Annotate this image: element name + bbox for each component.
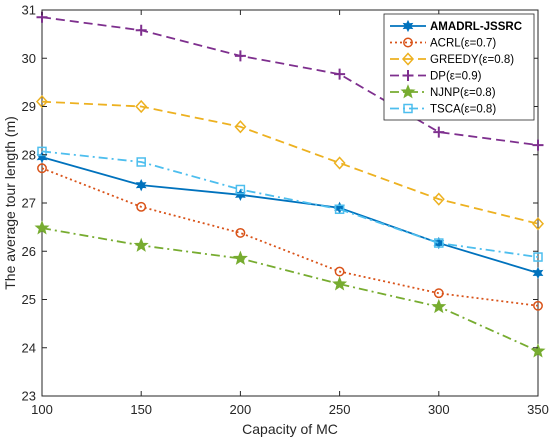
x-tick-label: 350 [527, 402, 549, 417]
x-tick-label: 100 [31, 402, 53, 417]
legend-entry: AMADRL-JSSRC [390, 19, 522, 33]
data-point [530, 343, 546, 358]
legend-entry: NJNP(ε=0.8) [390, 84, 496, 99]
legend-swatch-marker [402, 19, 414, 33]
tick-layer: 100 150 200 250 300 350 23 24 25 26 27 28 29 30 31 [22, 3, 549, 418]
data-point [333, 156, 346, 170]
series-line [41, 100, 539, 225]
data-point [533, 300, 543, 311]
series-4 [36, 11, 544, 151]
series-3 [35, 95, 545, 231]
legend: AMADRL-JSSRC ACRL(ε=0.7) GREEDY(ε=0.8) DP(ε… [383, 13, 535, 121]
data-point [136, 201, 147, 212]
y-tick-label: 31 [22, 3, 36, 18]
y-tick-label: 30 [22, 51, 36, 66]
data-point [533, 252, 543, 262]
data-point [235, 184, 246, 195]
data-point [35, 95, 49, 109]
y-tick-label: 23 [22, 389, 36, 404]
legend-label: TSCA(ε=0.8) [430, 104, 496, 116]
data-point [433, 126, 445, 138]
y-tick-label: 25 [22, 292, 36, 307]
legend-label: DP(ε=0.9) [430, 71, 482, 83]
legend-swatch-marker [401, 52, 415, 66]
data-point [234, 120, 247, 134]
legend-label: AMADRL-JSSRC [430, 21, 522, 33]
data-point [431, 298, 447, 314]
data-point [334, 266, 345, 277]
data-point [432, 192, 445, 206]
legend-swatch-marker [403, 103, 413, 114]
y-tick-label: 28 [22, 147, 36, 162]
legend-label: NJNP(ε=0.8) [430, 87, 496, 99]
y-tick-label: 29 [22, 99, 36, 114]
data-point [37, 146, 47, 157]
data-point [37, 163, 47, 174]
legend-label: ACRL(ε=0.7) [430, 38, 496, 50]
x-tick-label: 300 [428, 402, 450, 417]
x-tick-label: 200 [230, 402, 252, 417]
data-point [332, 276, 348, 291]
data-point [135, 178, 147, 192]
legend-entry: GREEDY(ε=0.8) [390, 52, 514, 66]
y-axis-label: The average tour length (m) [2, 116, 18, 290]
legend-entry: ACRL(ε=0.7) [390, 38, 496, 50]
legend-entry: TSCA(ε=0.8) [390, 104, 496, 116]
series-2 [37, 163, 543, 311]
data-point [135, 24, 147, 36]
data-point [433, 288, 444, 299]
series-layer [34, 11, 546, 358]
data-point [334, 204, 345, 215]
data-point [334, 68, 346, 80]
data-point [234, 50, 246, 62]
y-tick-label: 26 [22, 244, 36, 259]
data-point [133, 237, 149, 252]
data-point [235, 227, 246, 238]
legend-swatch-marker [403, 37, 413, 48]
data-point [532, 139, 544, 151]
series-line [41, 227, 539, 352]
legend-swatch-marker [402, 70, 414, 81]
data-point [34, 220, 50, 235]
y-tick-label: 24 [22, 340, 36, 355]
data-point [136, 157, 146, 167]
data-point [434, 238, 444, 248]
legend-box [383, 13, 535, 121]
data-point [135, 99, 148, 114]
series-5 [34, 220, 546, 358]
series-line [41, 156, 539, 274]
legend-swatch-marker [400, 84, 416, 99]
x-axis-label: Capacity of MC [242, 421, 338, 437]
legend-entry: DP(ε=0.9) [390, 70, 482, 83]
series-line [41, 150, 539, 258]
data-point [531, 217, 545, 231]
x-tick-label: 150 [130, 402, 152, 417]
data-point [232, 250, 248, 265]
series-6 [37, 146, 543, 262]
data-point [532, 266, 544, 280]
series-line [41, 16, 539, 146]
y-tick-label: 27 [22, 196, 36, 211]
legend-label: GREEDY(ε=0.8) [430, 54, 514, 66]
x-tick-label: 250 [329, 402, 351, 417]
